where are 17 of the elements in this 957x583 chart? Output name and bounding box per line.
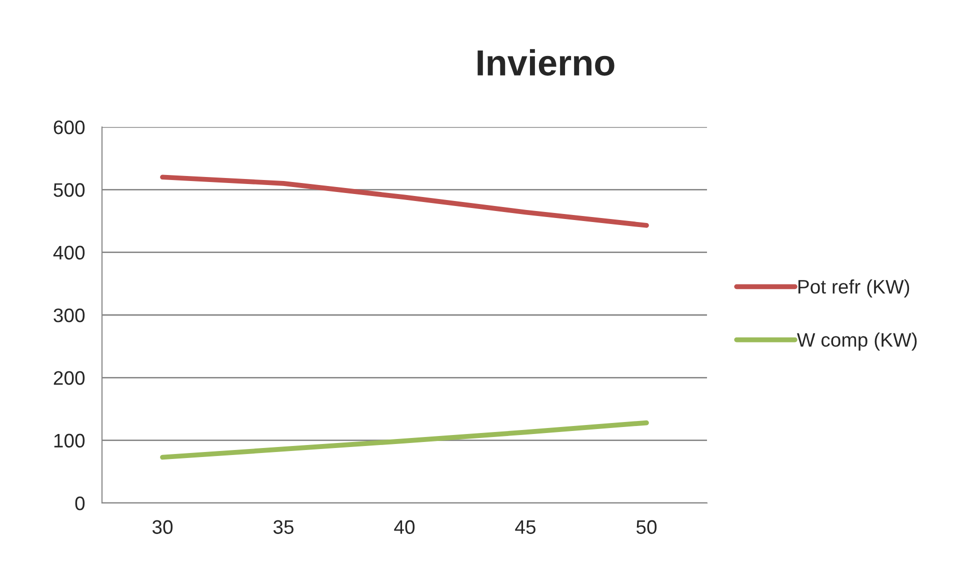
x-tick-label: 30 <box>152 520 173 534</box>
line-series <box>160 174 649 228</box>
y-tick-label: 600 <box>54 120 85 134</box>
x-tick-label: 50 <box>636 520 657 534</box>
x-tick-label: 40 <box>394 520 415 534</box>
chart-title: Invierno <box>478 49 614 76</box>
line-series <box>160 420 649 460</box>
y-tick-label: 100 <box>54 434 85 448</box>
legend-label: Pot refr (KW) <box>798 279 910 298</box>
x-tick-label: 35 <box>273 520 294 534</box>
y-tick-label: 0 <box>75 496 85 510</box>
y-tick-label: 300 <box>54 308 85 322</box>
x-tick-label: 45 <box>515 520 536 534</box>
y-tick-label: 200 <box>54 371 85 385</box>
y-tick-label: 500 <box>54 183 85 197</box>
legend-label: W comp (KW) <box>796 332 917 351</box>
y-tick-label: 400 <box>53 246 85 260</box>
